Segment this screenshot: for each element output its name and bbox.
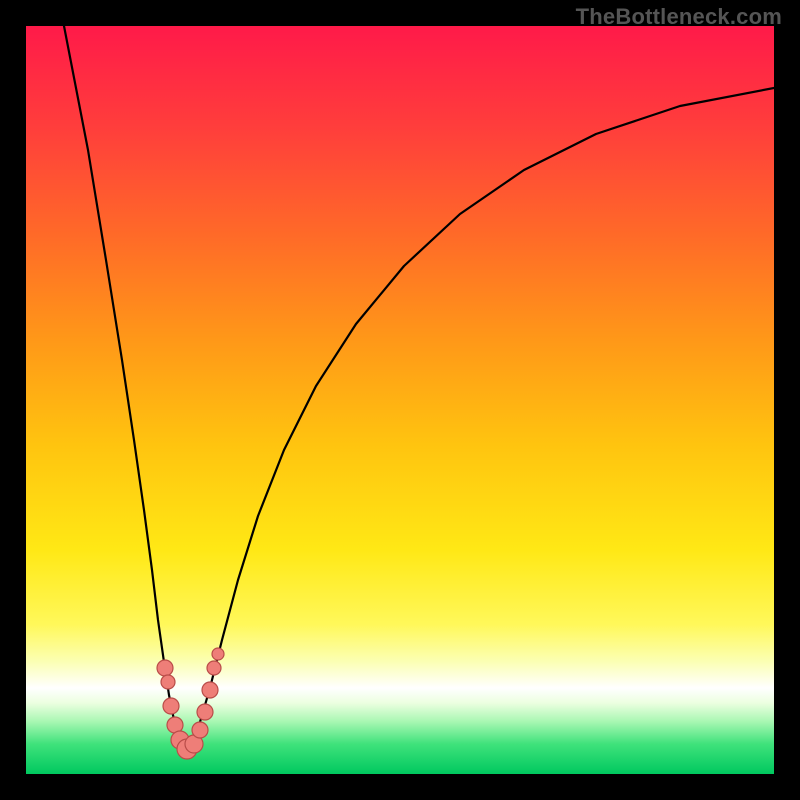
curve-marker — [161, 675, 175, 689]
curve-marker — [212, 648, 224, 660]
curve-marker — [202, 682, 218, 698]
curve-marker — [192, 722, 208, 738]
curve-marker — [163, 698, 179, 714]
chart-container: TheBottleneck.com — [0, 0, 800, 800]
curve-marker — [207, 661, 221, 675]
curve-marker — [197, 704, 213, 720]
background-gradient — [26, 26, 774, 774]
plot-area — [26, 26, 774, 774]
bottleneck-chart — [0, 0, 800, 800]
curve-marker — [157, 660, 173, 676]
